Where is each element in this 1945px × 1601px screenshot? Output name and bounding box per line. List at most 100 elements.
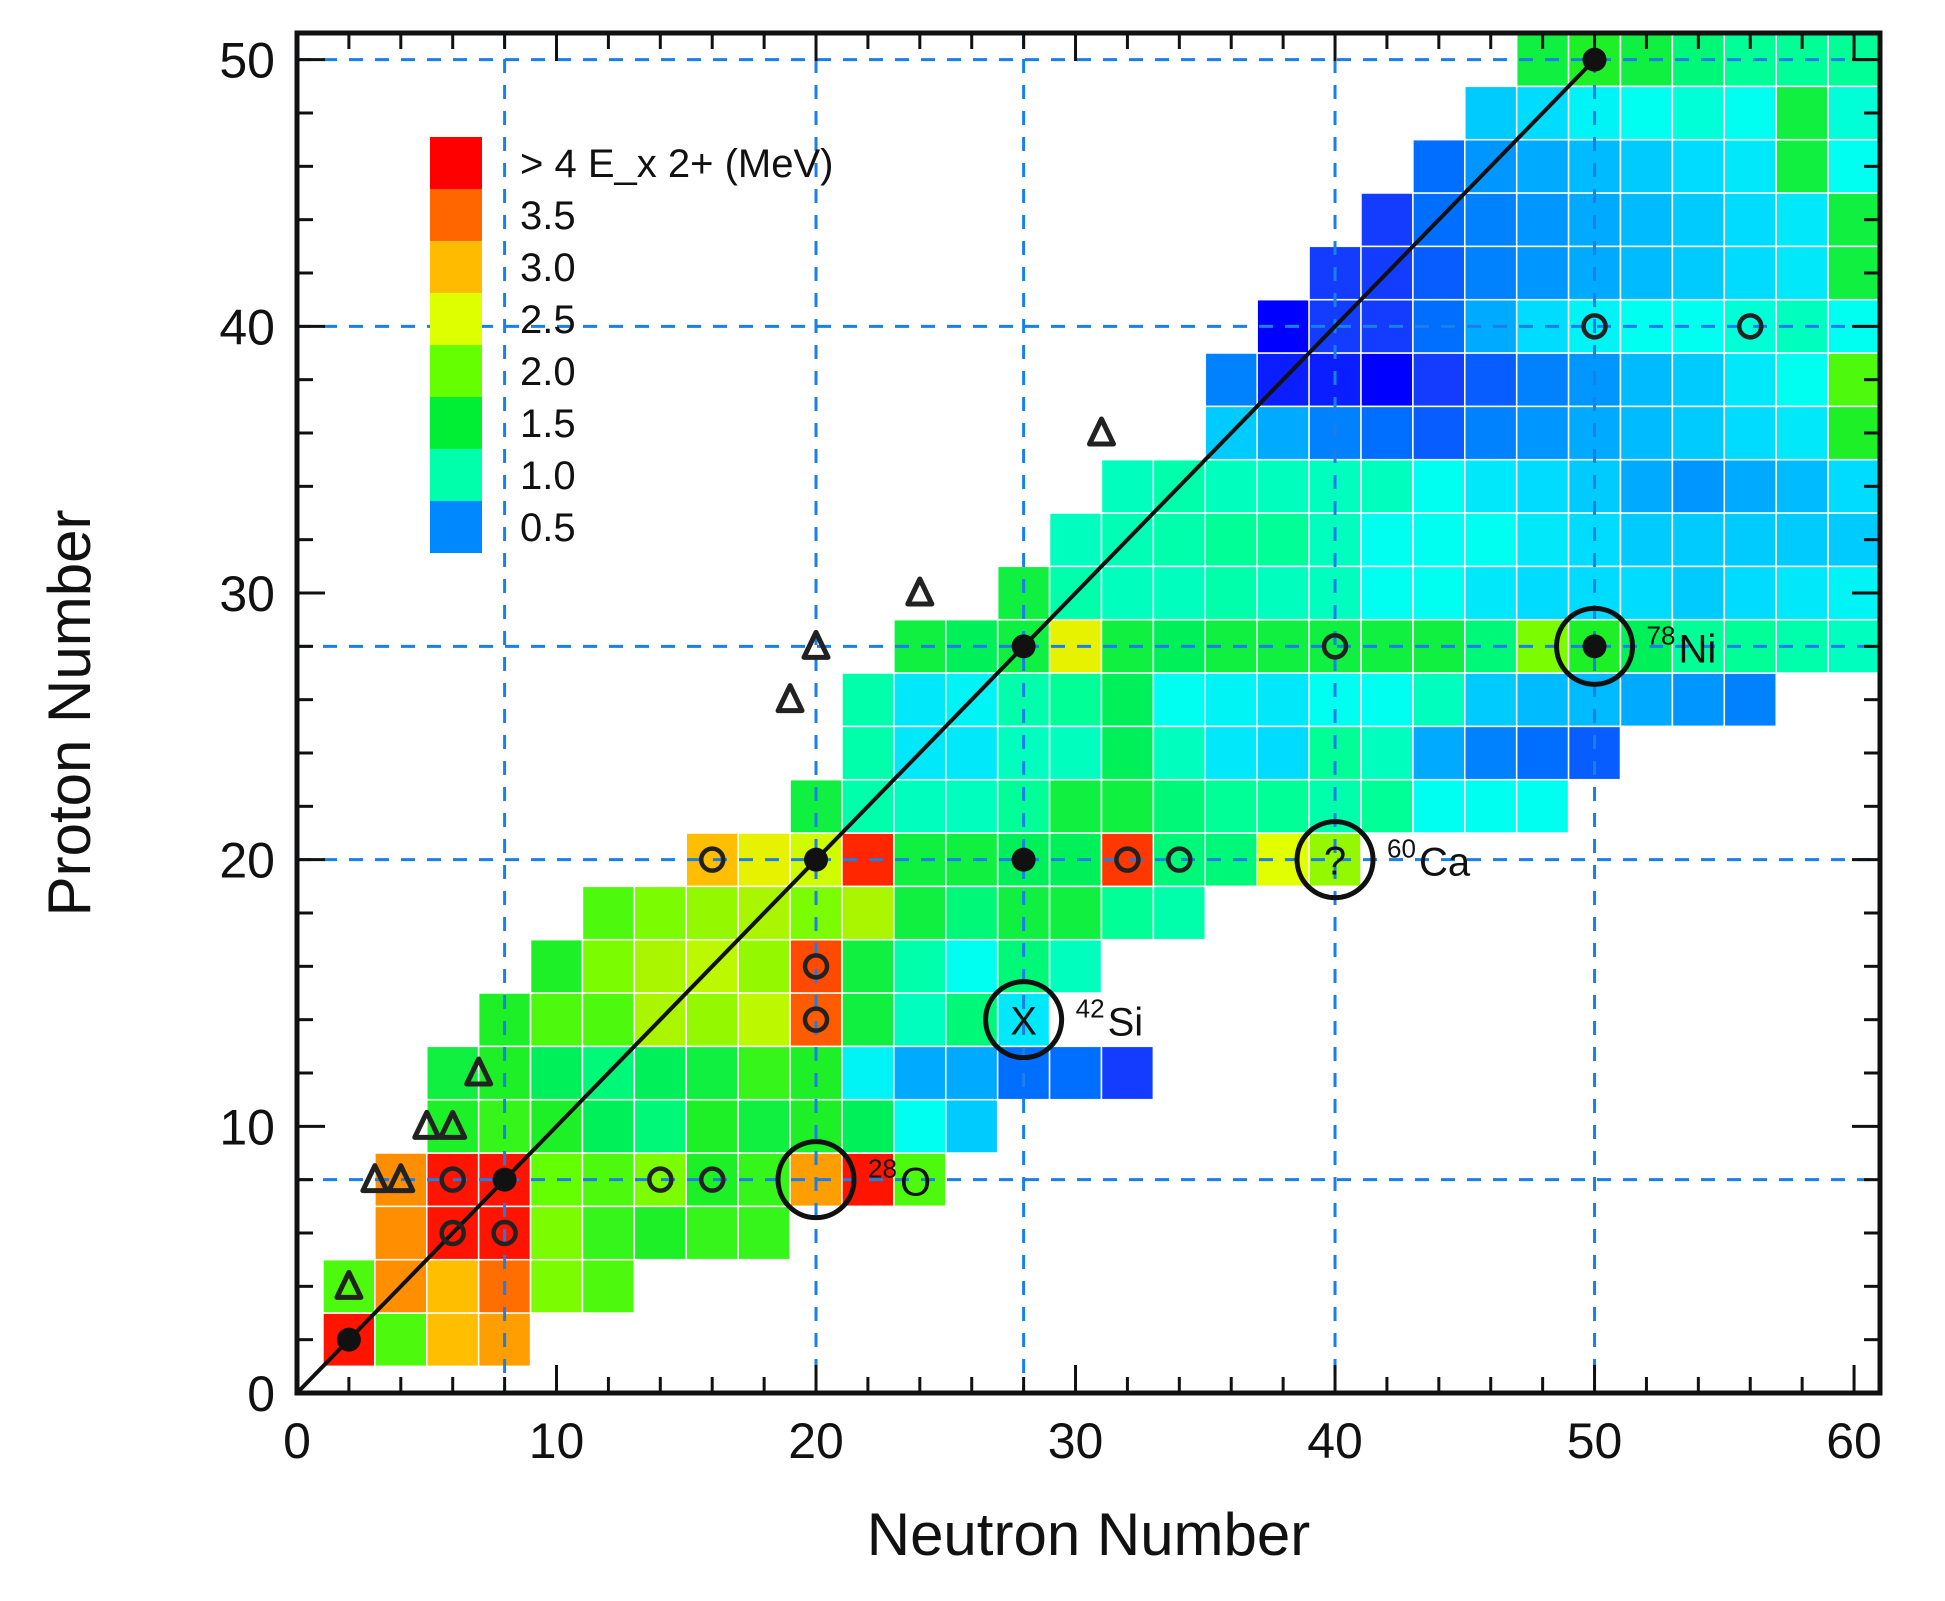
cell-z26-n38	[1256, 672, 1310, 728]
open-circle-marker-n16-z20	[698, 846, 726, 873]
legend-swatch-2	[430, 241, 482, 293]
cell-z30-n38	[1256, 565, 1310, 621]
triangle-marker-n6-z10	[438, 1109, 468, 1140]
cell-z36-n44	[1412, 405, 1466, 461]
cell-z24-n46	[1464, 725, 1518, 781]
cell-z6-n4	[374, 1205, 428, 1261]
cell-z36-n56	[1723, 405, 1777, 461]
triangle-marker-n2-z4	[334, 1269, 364, 1300]
cell-z16-n24	[893, 938, 947, 994]
legend-swatch-5	[430, 397, 482, 449]
cell-z10-n26	[945, 1098, 999, 1154]
legend-swatch-6	[430, 449, 482, 501]
open-circle-marker-n6-z6	[439, 1219, 466, 1247]
annotations: 28 O X 42 Si? 60 Ca 78 Ni	[775, 605, 1716, 1221]
cell-z14-n16	[685, 992, 739, 1048]
legend-swatch-7	[430, 501, 482, 553]
open-circle-marker-n14-z8	[647, 1166, 674, 1193]
cell-z26-n44	[1412, 672, 1466, 728]
legend-label-4: 2.0	[520, 350, 576, 394]
cell-z14-n10	[529, 992, 584, 1048]
x-tick-label-30: 30	[1048, 1413, 1104, 1469]
cell-z26-n22	[841, 672, 895, 728]
open-circle-marker-n16-z8	[698, 1166, 726, 1193]
cell-z18-n14	[633, 885, 688, 941]
legend-label-3: 2.5	[520, 298, 576, 342]
triangle-marker-n3-z8	[360, 1163, 390, 1194]
cell-z30-n36	[1204, 565, 1258, 621]
cell-z30-n54	[1671, 565, 1726, 621]
isotope-mass-78Ni: 78	[1647, 620, 1676, 650]
triangle-marker-n31-z36	[1086, 416, 1116, 447]
cell-z38-n52	[1619, 352, 1674, 408]
cell-z16-n14	[633, 938, 688, 994]
cell-z24-n48	[1515, 725, 1570, 781]
x-tick-label-10: 10	[529, 1413, 585, 1469]
cell-z12-n16	[685, 1045, 739, 1101]
filled-dot-n28-z28	[1011, 634, 1036, 659]
cell-z18-n22	[841, 885, 895, 941]
cell-z42-n58	[1775, 245, 1829, 301]
open-circle-marker-n32-z20	[1114, 846, 1141, 873]
open-circle-marker-n34-z20	[1166, 846, 1193, 873]
legend-swatch-0	[430, 137, 482, 189]
cell-z18-n34	[1152, 885, 1207, 941]
y-axis-title: Proton Number	[36, 510, 103, 917]
legend-label-2: 3.0	[520, 246, 576, 290]
cell-z12-n32	[1100, 1045, 1155, 1101]
isotope-element-60Ca: Ca	[1419, 841, 1471, 885]
cell-z32-n42	[1360, 512, 1414, 568]
cell-z16-n10	[529, 938, 584, 994]
magic-number-gridlines	[297, 33, 1880, 1393]
cell-z38-n46	[1464, 352, 1518, 408]
y-tick-label-10: 10	[219, 1099, 275, 1155]
y-tick-label-0: 0	[247, 1366, 275, 1422]
cell-z12-n22	[841, 1045, 895, 1101]
open-circle-marker-n56-z40	[1736, 313, 1764, 340]
isotope-element-28O: O	[900, 1161, 931, 1205]
open-circle-marker-n8-z6	[491, 1219, 518, 1247]
legend-swatch-3	[430, 293, 482, 345]
cell-z32-n52	[1619, 512, 1674, 568]
legend-swatch-4	[430, 345, 482, 397]
cell-z22-n46	[1464, 778, 1518, 834]
legend-swatch-1	[430, 189, 482, 241]
cell-z30-n44	[1412, 565, 1466, 621]
y-tick-label-20: 20	[219, 833, 275, 889]
cell-z16-n12	[581, 938, 636, 994]
cell-z34-n42	[1360, 458, 1414, 514]
isotope-mass-28O: 28	[868, 1154, 897, 1184]
cell-z44-n52	[1619, 192, 1674, 248]
cell-z42-n46	[1464, 245, 1518, 301]
cell-z10-n12	[581, 1098, 636, 1154]
cell-z12-n14	[633, 1045, 688, 1101]
legend-label-5: 1.5	[520, 402, 576, 446]
cell-z48-n56	[1723, 85, 1777, 141]
cell-z10-n18	[737, 1098, 791, 1154]
heatmap-cells	[322, 32, 1881, 1368]
cell-z30-n48	[1515, 565, 1570, 621]
legend-label-6: 1.0	[520, 454, 576, 498]
cell-z30-n52	[1619, 565, 1674, 621]
cell-z42-n52	[1619, 245, 1674, 301]
cell-z34-n48	[1515, 458, 1570, 514]
x-tick-label-20: 20	[788, 1413, 844, 1469]
cell-z24-n32	[1100, 725, 1155, 781]
open-circle-marker-n20-z16	[802, 953, 830, 980]
cell-z36-n52	[1619, 405, 1674, 461]
isotope-element-42Si: Si	[1108, 1001, 1144, 1045]
cell-z10-n24	[893, 1098, 947, 1154]
cell-z46-n54	[1671, 138, 1726, 194]
highlight-symbol-60Ca: ?	[1324, 840, 1346, 884]
cell-z12-n30	[1048, 1045, 1103, 1101]
cell-z14-n18	[737, 992, 791, 1048]
triangle-marker-n19-z26	[775, 683, 805, 714]
cell-z38-n48	[1515, 352, 1570, 408]
cell-z44-n46	[1464, 192, 1518, 248]
open-circle-marker-n6-z8	[439, 1166, 466, 1193]
filled-dot-n8-z8	[492, 1167, 517, 1192]
cell-z26-n56	[1723, 672, 1777, 728]
cell-z36-n38	[1256, 405, 1310, 461]
filled-dot-n28-z20	[1011, 847, 1036, 872]
